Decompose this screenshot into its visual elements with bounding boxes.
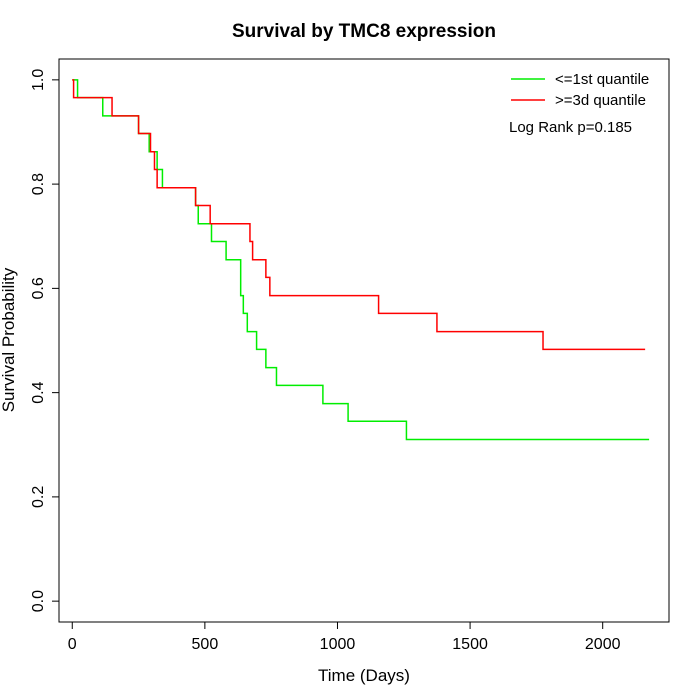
series-line-quantile-high xyxy=(72,79,646,351)
series-layer xyxy=(72,79,650,441)
chart-title: Survival by TMC8 expression xyxy=(232,21,496,42)
x-tick-label: 1000 xyxy=(320,636,356,653)
x-tick-label: 2000 xyxy=(585,636,621,653)
y-tick-label: 0.2 xyxy=(30,486,47,508)
legend-label-quantile-high: >=3d quantile xyxy=(555,92,646,109)
y-tick-label: 1.0 xyxy=(30,69,47,91)
x-tick-label: 1500 xyxy=(452,636,488,653)
log-rank-annotation: Log Rank p=0.185 xyxy=(509,119,632,136)
y-tick-label: 0.4 xyxy=(30,381,47,403)
y-axis: 0.0 0.2 0.4 0.6 0.8 1.0 xyxy=(30,69,59,612)
y-tick-label: 0.8 xyxy=(30,173,47,195)
x-axis: 0 500 1000 1500 2000 xyxy=(68,622,621,653)
y-tick-label: 0.0 xyxy=(30,590,47,612)
x-tick-label: 0 xyxy=(68,636,77,653)
y-axis-label: Survival Probability xyxy=(0,267,18,412)
x-axis-label: Time (Days) xyxy=(318,666,410,685)
legend: <=1st quantile >=3d quantile xyxy=(511,71,649,109)
legend-label-quantile-low: <=1st quantile xyxy=(555,71,649,88)
plot-frame xyxy=(58,58,670,623)
x-tick-label: 500 xyxy=(192,636,219,653)
y-tick-label: 0.6 xyxy=(30,277,47,299)
